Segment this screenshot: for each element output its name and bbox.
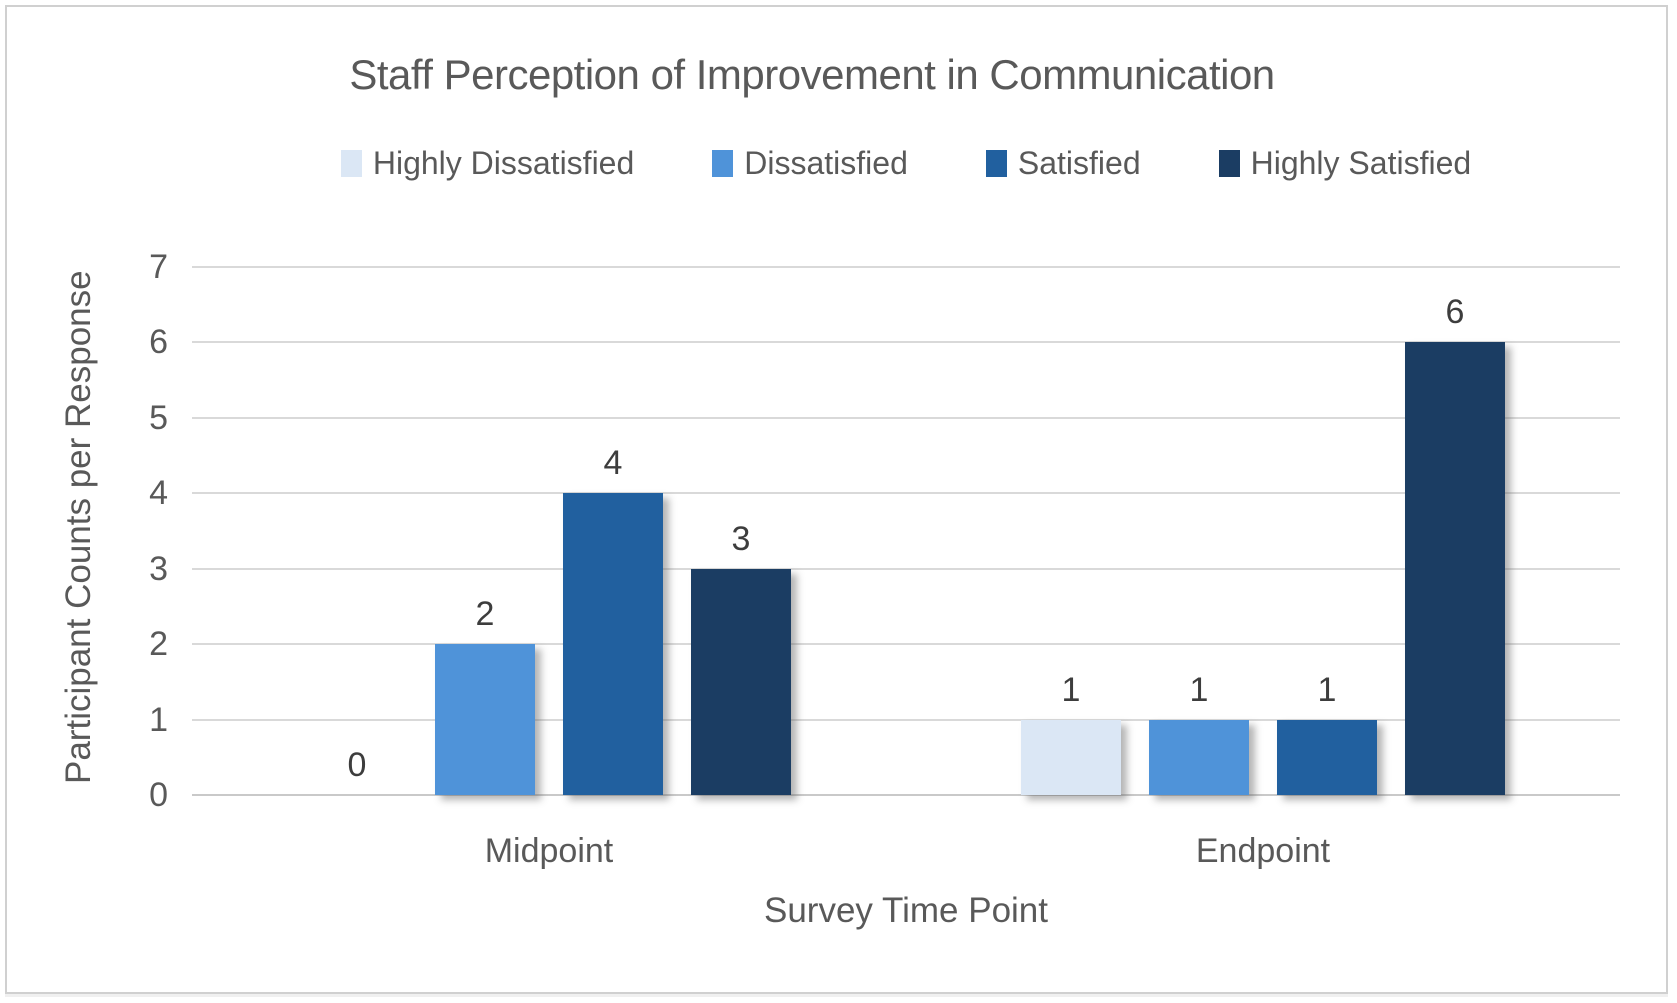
legend-swatch-icon xyxy=(340,150,362,177)
bar-slot-satisfied-midpoint: 4 xyxy=(563,267,663,795)
y-axis-tick-5: 5 xyxy=(149,398,168,437)
y-axis-tick-3: 3 xyxy=(149,549,168,588)
category-band-midpoint: 0 2 4 3 Midpoint xyxy=(192,267,906,870)
bar-slot-dissatisfied-midpoint: 2 xyxy=(435,267,535,795)
category-band-endpoint: 1 1 1 6 Endpoint xyxy=(906,267,1620,870)
bar-satisfied-endpoint xyxy=(1277,719,1377,795)
y-axis-tick-0: 0 xyxy=(149,776,168,814)
legend-swatch-icon xyxy=(1218,150,1240,177)
bar-value-label: 6 xyxy=(1445,293,1465,332)
y-axis-tick-7: 7 xyxy=(149,248,168,286)
gridline-y0 xyxy=(192,794,1620,796)
bar-value-label: 0 xyxy=(347,746,367,784)
bar-highly-satisfied-endpoint xyxy=(1405,342,1505,795)
bar-dissatisfied-midpoint xyxy=(435,644,535,795)
bar-dissatisfied-endpoint xyxy=(1149,719,1249,795)
bar-groups: 0 2 4 3 Midpoint 1 1 1 6 Endpoint xyxy=(192,267,1620,870)
legend-item-dissatisfied: Dissatisfied xyxy=(712,145,908,182)
gridline-y3 xyxy=(192,567,1620,570)
y-axis-tick-2: 2 xyxy=(149,625,168,664)
bar-highly-dissatisfied-endpoint xyxy=(1021,719,1121,795)
chart-title: Staff Perception of Improvement in Commu… xyxy=(349,51,1275,98)
bar-slot-highly-satisfied-midpoint: 3 xyxy=(691,267,791,795)
legend-item-highly-dissatisfied: Highly Dissatisfied xyxy=(340,145,635,182)
y-axis-title: Participant Counts per Response xyxy=(59,270,98,784)
bar-highly-satisfied-midpoint xyxy=(691,568,791,795)
bar-value-label: 1 xyxy=(1189,670,1209,709)
bar-value-label: 3 xyxy=(731,519,751,558)
bar-value-label: 4 xyxy=(603,444,623,483)
x-axis-category-endpoint: Endpoint xyxy=(1195,832,1331,870)
gridline-y2 xyxy=(192,643,1620,646)
bar-value-label: 2 xyxy=(475,595,495,634)
legend-label: Highly Dissatisfied xyxy=(372,145,635,181)
gridline-y7 xyxy=(192,266,1620,268)
x-axis-title: Survey Time Point xyxy=(764,891,1048,930)
x-axis-category-midpoint: Midpoint xyxy=(484,832,614,870)
legend-label: Satisfied xyxy=(1017,145,1141,181)
bar-value-label: 1 xyxy=(1061,670,1081,709)
bar-slot-satisfied-endpoint: 1 xyxy=(1277,267,1377,795)
bar-slot-highly-dissatisfied-endpoint: 1 xyxy=(1021,267,1121,795)
bar-value-label: 1 xyxy=(1317,670,1337,709)
chart-canvas: Staff Perception of Improvement in Commu… xyxy=(5,5,1668,994)
plot-area: 0 2 4 3 Midpoint 1 1 1 6 Endpoint 0 1 2 3 4 5 6 7 xyxy=(149,248,1620,870)
gridline-y1 xyxy=(192,718,1620,721)
legend-item-satisfied: Satisfied xyxy=(985,145,1141,182)
bar-slot-highly-dissatisfied-midpoint: 0 xyxy=(307,267,407,795)
gridline-y6 xyxy=(192,341,1620,344)
gridline-y4 xyxy=(192,492,1620,495)
legend-swatch-icon xyxy=(712,150,734,177)
bar-slot-highly-satisfied-endpoint: 6 xyxy=(1405,267,1505,795)
bar-slot-dissatisfied-endpoint: 1 xyxy=(1149,267,1249,795)
legend-label: Dissatisfied xyxy=(744,145,908,181)
legend-swatch-icon xyxy=(985,150,1007,177)
legend-label: Highly Satisfied xyxy=(1250,145,1472,181)
legend-item-highly-satisfied: Highly Satisfied xyxy=(1218,145,1472,182)
chart-legend: Highly Dissatisfied Dissatisfied Satisfied… xyxy=(192,145,1620,182)
y-axis-tick-1: 1 xyxy=(149,700,168,739)
bar-satisfied-midpoint xyxy=(563,493,663,795)
y-axis-tick-6: 6 xyxy=(149,323,168,362)
gridline-y5 xyxy=(192,416,1620,419)
y-axis-tick-4: 4 xyxy=(149,474,168,513)
